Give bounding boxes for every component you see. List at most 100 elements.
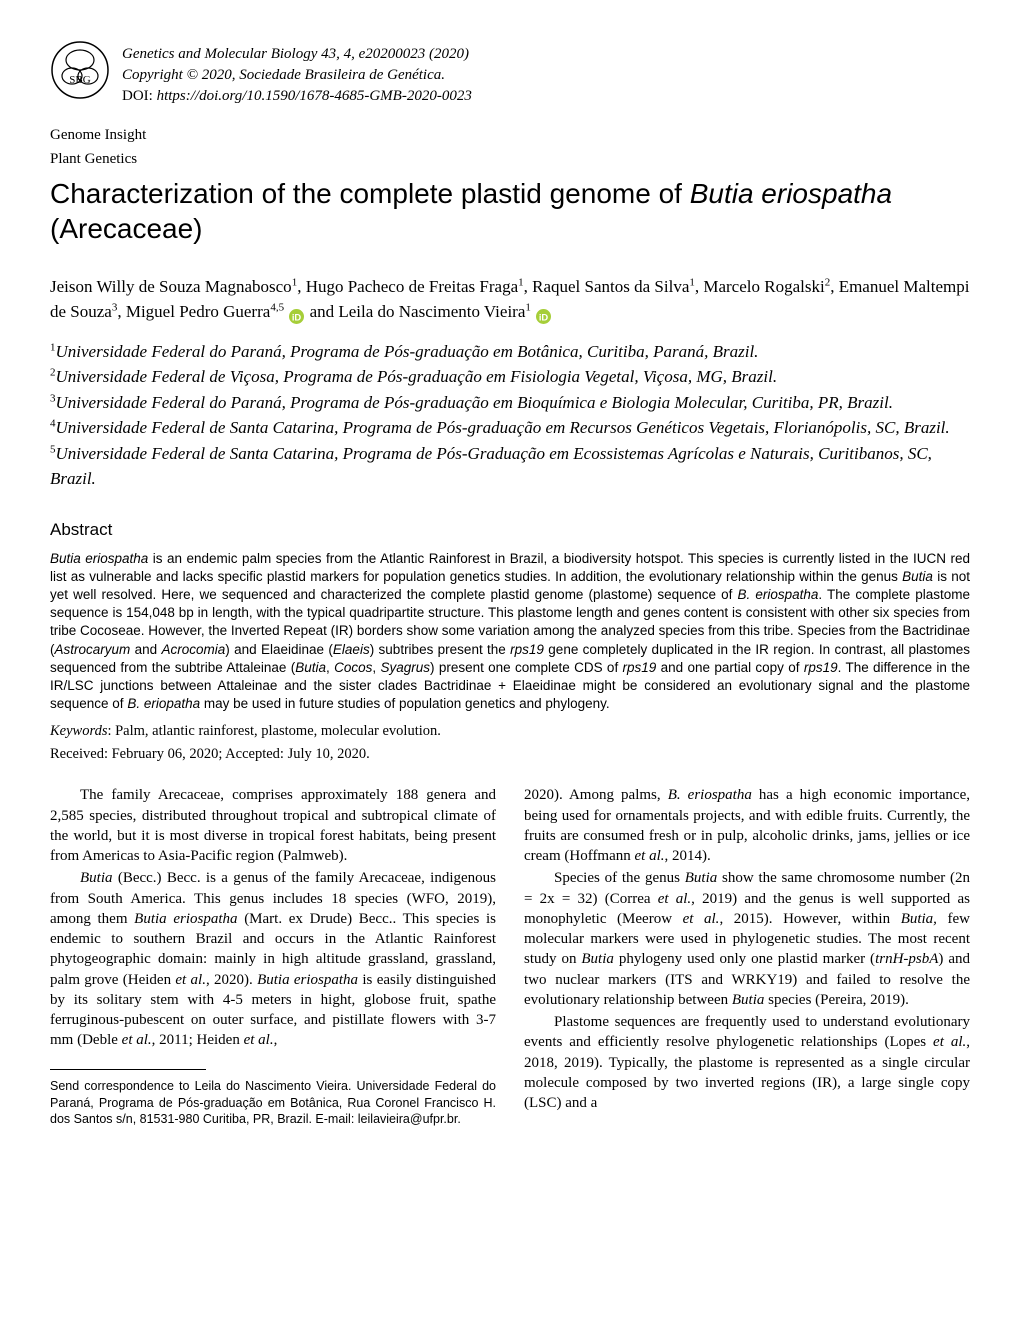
body-text: species (Pereira, 2019). [764, 992, 909, 1008]
article-section: Plant Genetics [50, 149, 970, 169]
orcid-icon[interactable]: iD [289, 306, 304, 321]
svg-text:SBG: SBG [69, 74, 90, 86]
title-species: Butia eriospatha [690, 178, 892, 209]
body-genus: Butia [581, 951, 614, 967]
author-4: Marcelo Rogalski [703, 277, 824, 296]
title-suffix: (Arecaceae) [50, 213, 203, 244]
author-7: Leila do Nascimento Vieira [338, 302, 525, 321]
body-text: 2020). Among palms, [524, 787, 668, 803]
doi-line: DOI: https://doi.org/10.1590/1678-4685-G… [122, 86, 472, 107]
article-type: Genome Insight [50, 125, 970, 145]
title-prefix: Characterization of the complete plastid… [50, 178, 690, 209]
submission-dates: Received: February 06, 2020; Accepted: J… [50, 746, 970, 763]
author-3-aff: 1 [689, 276, 695, 288]
body-paragraph: 2020). Among palms, B. eriospatha has a … [524, 785, 970, 866]
correspondence: Send correspondence to Leila do Nascimen… [50, 1078, 496, 1129]
abstract-heading: Abstract [50, 520, 970, 540]
abstract-text: , [326, 660, 334, 675]
affiliation-2: 2Universidade Federal de Viçosa, Program… [50, 364, 970, 390]
abstract-text: ) subtribes present the [370, 642, 510, 657]
body-genus: Butia, [901, 911, 937, 927]
aff-text-4: Universidade Federal de Santa Catarina, … [56, 418, 950, 437]
affiliation-5: 5Universidade Federal de Santa Catarina,… [50, 441, 970, 492]
author-5-aff: 3 [112, 301, 118, 313]
svg-text:iD: iD [539, 312, 549, 322]
journal-citation: Genetics and Molecular Biology 43, 4, e2… [122, 44, 472, 65]
keywords-label: Keywords [50, 723, 107, 739]
abstract-genus: Butia [295, 660, 326, 675]
abstract-genus: Syagrus [380, 660, 430, 675]
aff-text-2: Universidade Federal de Viçosa, Programa… [56, 367, 778, 386]
and-separator: and [310, 302, 339, 321]
abstract-gene: rps19 [804, 660, 838, 675]
body-text: , 2014). [665, 848, 711, 864]
body-genus: Butia [685, 870, 718, 886]
author-2: Hugo Pacheco de Freitas Fraga [306, 277, 518, 296]
body-text: The family Arecaceae, comprises approxim… [50, 787, 496, 864]
body-species: Butia eriospatha [257, 972, 358, 988]
author-1-aff: 1 [292, 276, 298, 288]
body-text: , 2015). However, within [719, 911, 900, 927]
body-etal: et al. [933, 1034, 966, 1050]
right-column: 2020). Among palms, B. eriospatha has a … [524, 785, 970, 1128]
aff-text-1: Universidade Federal do Paraná, Programa… [56, 342, 759, 361]
body-species: B. eriospatha [668, 787, 752, 803]
doi-label: DOI: [122, 88, 157, 104]
authors-list: Jeison Willy de Souza Magnabosco1, Hugo … [50, 274, 970, 325]
body-paragraph: The family Arecaceae, comprises approxim… [50, 785, 496, 866]
orcid-icon[interactable]: iD [536, 306, 551, 321]
body-genus: Butia [732, 992, 765, 1008]
abstract-gene: rps19 [623, 660, 657, 675]
body-text: , 2020). [206, 972, 257, 988]
abstract-text: ) and Elaeidinae ( [225, 642, 333, 657]
journal-logo: SBG [50, 40, 110, 100]
author-6-aff: 4,5 [270, 301, 284, 313]
abstract-text: may be used in future studies of populat… [200, 696, 610, 711]
body-etal: et al. [175, 972, 206, 988]
abstract-genus: Butia [902, 569, 933, 584]
author-3: Raquel Santos da Silva [532, 277, 689, 296]
abstract-gene: rps19 [510, 642, 544, 657]
abstract-text: and one partial copy of [656, 660, 804, 675]
affiliation-4: 4Universidade Federal de Santa Catarina,… [50, 415, 970, 441]
keywords: Keywords: Palm, atlantic rainforest, pla… [50, 723, 970, 740]
body-text: , [274, 1032, 278, 1048]
separator-rule [50, 1069, 206, 1070]
body-text: phylogeny used only one plastid marker ( [614, 951, 875, 967]
abstract-genus: Elaeis [333, 642, 370, 657]
body-columns: The family Arecaceae, comprises approxim… [50, 785, 970, 1128]
abstract-genus: Astrocaryum [55, 642, 131, 657]
abstract-text: ) present one complete CDS of [430, 660, 623, 675]
author-7-aff: 1 [525, 301, 531, 313]
copyright-line: Copyright © 2020, Sociedade Brasileira d… [122, 65, 472, 86]
body-text: , 2011; Heiden [152, 1032, 244, 1048]
body-paragraph: Plastome sequences are frequently used t… [524, 1012, 970, 1113]
left-column: The family Arecaceae, comprises approxim… [50, 785, 496, 1128]
doi-url: https://doi.org/10.1590/1678-4685-GMB-20… [157, 88, 472, 104]
author-4-aff: 2 [825, 276, 831, 288]
affiliations: 1Universidade Federal do Paraná, Program… [50, 339, 970, 492]
body-etal: et al. [244, 1032, 274, 1048]
article-title: Characterization of the complete plastid… [50, 176, 970, 246]
body-etal: et al. [122, 1032, 152, 1048]
body-marker: trnH-psbA [875, 951, 938, 967]
body-species: Butia eriospatha [134, 911, 237, 927]
abstract-species: B. eriopatha [127, 696, 200, 711]
abstract-genus: Cocos [334, 660, 372, 675]
keywords-text: : Palm, atlantic rainforest, plastome, m… [107, 723, 440, 739]
body-text: Plastome sequences are frequently used t… [524, 1014, 970, 1050]
body-etal: et al. [658, 891, 691, 907]
abstract-text: and [130, 642, 161, 657]
body-genus: Butia [80, 870, 113, 886]
body-etal: et al. [635, 848, 665, 864]
abstract-species: B. eriospatha [737, 587, 818, 602]
aff-text-5: Universidade Federal de Santa Catarina, … [50, 444, 932, 489]
abstract-text: is an endemic palm species from the Atla… [50, 551, 970, 584]
journal-info: Genetics and Molecular Biology 43, 4, e2… [122, 40, 472, 107]
page-header: SBG Genetics and Molecular Biology 43, 4… [50, 40, 970, 107]
aff-text-3: Universidade Federal do Paraná, Programa… [56, 393, 893, 412]
body-paragraph: Species of the genus Butia show the same… [524, 868, 970, 1010]
author-1: Jeison Willy de Souza Magnabosco [50, 277, 292, 296]
abstract-body: Butia eriospatha is an endemic palm spec… [50, 550, 970, 714]
affiliation-3: 3Universidade Federal do Paraná, Program… [50, 390, 970, 416]
